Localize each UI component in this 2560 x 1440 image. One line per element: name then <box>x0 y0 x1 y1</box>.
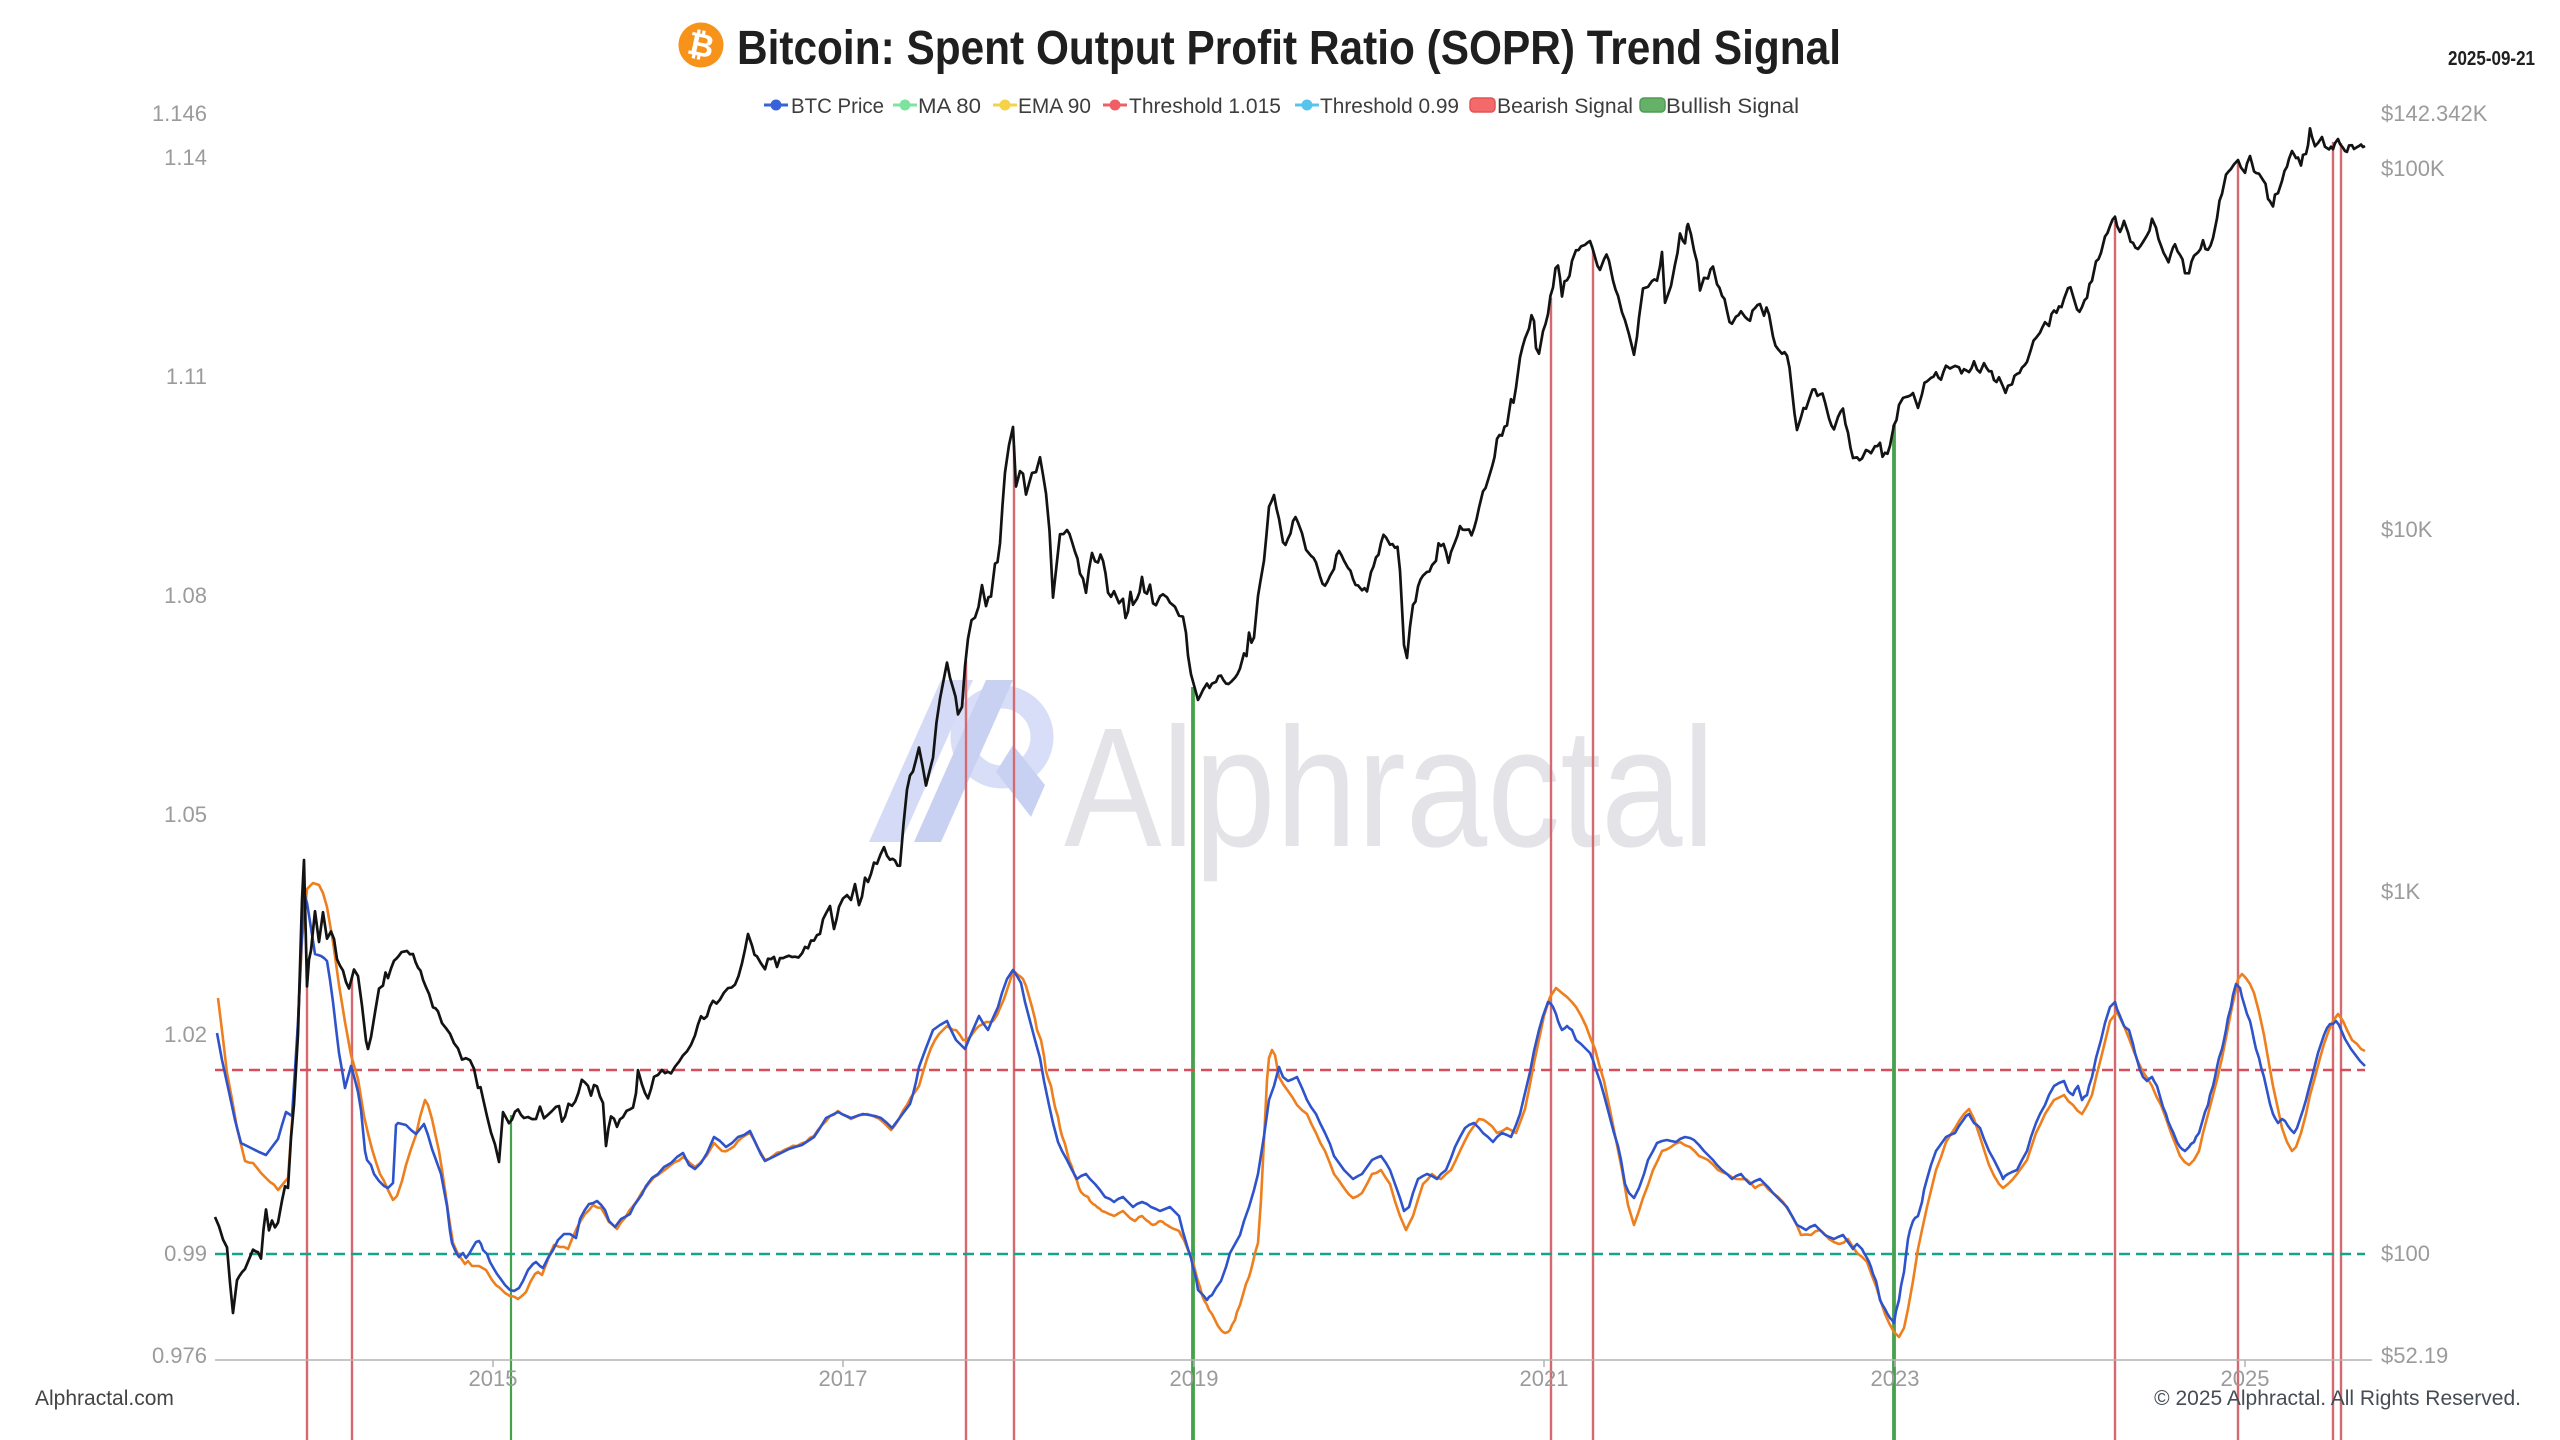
svg-text:2021: 2021 <box>1520 1366 1569 1391</box>
svg-text:$10K: $10K <box>2381 517 2433 542</box>
svg-text:$100K: $100K <box>2381 156 2445 181</box>
svg-text:Alphractal: Alphractal <box>1064 693 1715 883</box>
svg-text:BTC Price: BTC Price <box>791 95 884 118</box>
svg-text:MA 80: MA 80 <box>918 95 981 118</box>
svg-text:Alphractal.com: Alphractal.com <box>35 1387 174 1410</box>
svg-text:Bitcoin: Spent Output Profit R: Bitcoin: Spent Output Profit Ratio (SOPR… <box>737 22 1841 75</box>
svg-text:0.99: 0.99 <box>164 1241 207 1266</box>
svg-text:1.11: 1.11 <box>166 364 207 389</box>
svg-text:$52.19: $52.19 <box>2381 1343 2448 1368</box>
svg-text:2019: 2019 <box>1170 1366 1219 1391</box>
svg-text:1.02: 1.02 <box>164 1022 207 1047</box>
svg-text:2025: 2025 <box>2221 1366 2270 1391</box>
svg-text:$142.342K: $142.342K <box>2381 101 2488 126</box>
svg-text:1.08: 1.08 <box>164 583 207 608</box>
svg-text:Bullish Signal: Bullish Signal <box>1666 95 1799 118</box>
svg-text:$100: $100 <box>2381 1241 2430 1266</box>
svg-text:0.976: 0.976 <box>152 1343 207 1368</box>
svg-text:2017: 2017 <box>819 1366 868 1391</box>
svg-text:2015: 2015 <box>469 1366 518 1391</box>
svg-text:2025-09-21: 2025-09-21 <box>2448 48 2535 70</box>
svg-text:2023: 2023 <box>1871 1366 1920 1391</box>
svg-text:Threshold 1.015: Threshold 1.015 <box>1129 95 1281 118</box>
svg-text:1.14: 1.14 <box>164 145 207 170</box>
svg-text:Threshold 0.99: Threshold 0.99 <box>1320 95 1459 118</box>
svg-text:© 2025 Alphractal. All Rights: © 2025 Alphractal. All Rights Reserved. <box>2154 1387 2521 1410</box>
svg-text:1.146: 1.146 <box>152 101 207 126</box>
svg-text:EMA 90: EMA 90 <box>1018 95 1091 118</box>
svg-text:Bearish Signal: Bearish Signal <box>1497 95 1633 118</box>
svg-text:$1K: $1K <box>2381 879 2420 904</box>
svg-text:1.05: 1.05 <box>164 802 207 827</box>
